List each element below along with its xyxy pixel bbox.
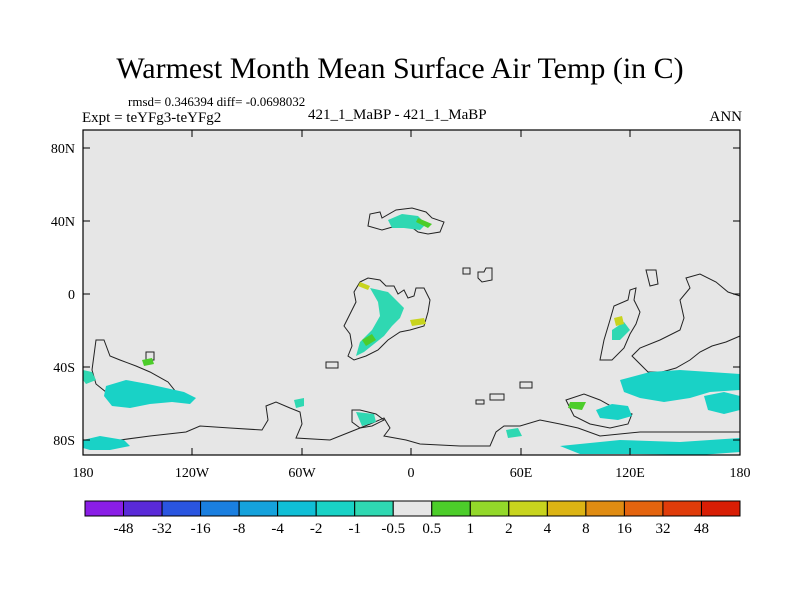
lon-label-120w: 120W [175, 466, 210, 481]
colorbar-label: -16 [191, 521, 211, 537]
colorbar-label: 48 [694, 521, 709, 537]
lat-label-80s: 80S [53, 434, 75, 449]
colorbar-label: 4 [544, 521, 552, 537]
lat-label-40n: 40N [51, 215, 75, 230]
colorbar-box [623, 500, 664, 517]
colorbar-box [508, 500, 548, 517]
stats-text: rmsd= 0.346394 diff= -0.0698032 [128, 94, 306, 109]
lon-label-60w: 60W [288, 466, 316, 481]
lat-label-40s: 40S [53, 361, 75, 376]
colorbar-label: -32 [152, 521, 172, 537]
colorbar-box [700, 500, 741, 517]
experiment-label: Expt = teYFg3-teYFg2 [82, 110, 222, 126]
lat-label-80n: 80N [51, 142, 75, 157]
colorbar-box [238, 500, 279, 517]
colorbar-box [84, 500, 125, 517]
colorbar-box [161, 500, 202, 517]
case-label: 421_1_MaBP - 421_1_MaBP [308, 107, 487, 123]
lon-label-120e: 120E [615, 466, 645, 481]
colorbar-label: 16 [617, 521, 633, 537]
colorbar-label: 1 [467, 521, 475, 537]
colorbar [84, 500, 741, 517]
colorbar-box [392, 500, 433, 517]
colorbar-box [354, 500, 394, 517]
colorbar-label: 32 [655, 521, 670, 537]
colorbar-label: -1 [348, 521, 361, 537]
colorbar-box [431, 500, 471, 517]
tick-marks [83, 130, 740, 455]
colorbar-label: -8 [233, 521, 246, 537]
season-label: ANN [709, 109, 743, 125]
colorbar-box [315, 500, 356, 517]
colorbar-label: -48 [114, 521, 134, 537]
colorbar-label: -2 [310, 521, 323, 537]
map-area [83, 130, 740, 455]
colorbar-labels: -48 -32 -16 -8 -4 -2 -1 -0.5 0.5 1 2 4 8 16 32 48 [114, 521, 709, 537]
lon-label-180e: 180 [730, 466, 751, 481]
colorbar-label: 2 [505, 521, 513, 537]
colorbar-box [469, 500, 510, 517]
lat-label-0: 0 [68, 288, 75, 303]
lon-label-0: 0 [408, 466, 415, 481]
colorbar-label: -4 [271, 521, 284, 537]
colorbar-label: 8 [582, 521, 590, 537]
colorbar-box [123, 500, 163, 517]
colorbar-box [585, 500, 625, 517]
colorbar-box [277, 500, 317, 517]
coastlines [82, 207, 741, 455]
lon-label-180w: 180 [73, 466, 94, 481]
colorbar-box [546, 500, 587, 517]
shading [83, 214, 740, 455]
colorbar-box [662, 500, 702, 517]
colorbar-label: -0.5 [381, 521, 405, 537]
lon-label-60e: 60E [510, 466, 533, 481]
plot-title: Warmest Month Mean Surface Air Temp (in … [116, 52, 684, 85]
colorbar-label: 0.5 [422, 521, 441, 537]
colorbar-box [200, 500, 240, 517]
